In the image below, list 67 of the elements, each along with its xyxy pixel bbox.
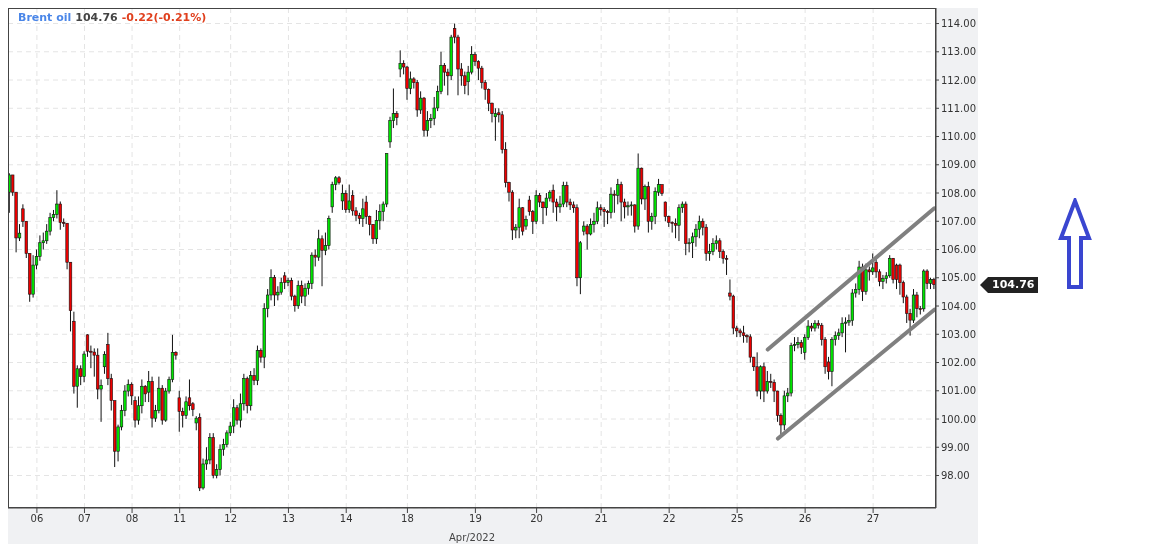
x-tick-label: 21 [594, 513, 608, 525]
y-tick-label: 98.00 [941, 470, 970, 482]
candlestick [351, 189, 355, 217]
candlestick [296, 280, 300, 310]
y-tick-label: 105.00 [941, 272, 976, 284]
x-tick-label: 08 [125, 513, 139, 525]
y-tick-label: 110.00 [941, 131, 976, 143]
candlestick [544, 192, 548, 217]
candlestick [565, 181, 569, 208]
x-tick-label: 25 [730, 513, 744, 525]
chart-title: Brent oil [18, 11, 72, 24]
candlestick [670, 220, 674, 234]
candlestick [843, 316, 848, 353]
x-tick-label: 22 [662, 513, 676, 525]
candlestick [235, 404, 239, 426]
x-tick-label: 20 [530, 513, 543, 525]
candlestick [619, 181, 623, 222]
candlestick [398, 49, 402, 78]
candlestick [347, 184, 351, 214]
candlestick [364, 195, 368, 225]
x-tick-label: 26 [798, 513, 812, 525]
x-tick-label: 18 [401, 513, 414, 525]
text: 104.76 [988, 276, 1039, 293]
candlestick [881, 274, 885, 290]
candlestick [232, 398, 236, 434]
candlestick [796, 336, 800, 349]
x-tick-label: 07 [78, 513, 91, 525]
candlestick [55, 189, 59, 219]
candlestick [361, 198, 365, 228]
candlestick [585, 223, 589, 251]
annotation: -0.22(-0.21%) [121, 11, 207, 24]
x-axis-title: Apr/2022 [448, 532, 496, 543]
candlestick [344, 189, 348, 214]
y-tick-label: 107.00 [941, 215, 976, 227]
y-tick-label: 112.00 [941, 74, 976, 86]
x-tick-label: 14 [339, 513, 353, 525]
candlestick [493, 107, 497, 142]
x-tick-label: 13 [282, 513, 295, 525]
y-tick-label: 99.00 [941, 441, 970, 453]
y-tick-label: 104.00 [941, 300, 976, 312]
y-tick-label: 103.00 [941, 328, 976, 340]
candlestick [300, 280, 304, 304]
candlestick [663, 201, 667, 222]
x-tick-label: 19 [469, 513, 482, 525]
y-tick-label: 114.00 [941, 18, 976, 30]
y-tick-label: 108.00 [941, 187, 976, 199]
candlestick [320, 234, 324, 287]
candlestick [177, 390, 181, 433]
candlestick [891, 257, 895, 284]
x-tick-label: 27 [866, 513, 880, 525]
y-tick-label: 109.00 [941, 159, 976, 171]
candlestick [765, 370, 769, 395]
y-tick-label: 102.00 [941, 357, 976, 369]
annotation: 104.76 [75, 11, 118, 24]
y-tick-label: 111.00 [941, 102, 976, 114]
y-tick-label: 106.00 [941, 244, 976, 256]
candlestick [888, 254, 892, 279]
candlestick [602, 206, 606, 228]
x-tick-label: 06 [30, 513, 44, 525]
candlestick [340, 184, 345, 211]
x-tick-label: 12 [224, 513, 238, 525]
candlestick [748, 333, 752, 364]
candlestick [724, 254, 729, 276]
y-tick-label: 100.00 [941, 413, 976, 425]
y-tick-label: 101.00 [941, 385, 976, 397]
y-tick-label: 113.00 [941, 46, 976, 58]
x-tick-label: 11 [173, 513, 187, 525]
